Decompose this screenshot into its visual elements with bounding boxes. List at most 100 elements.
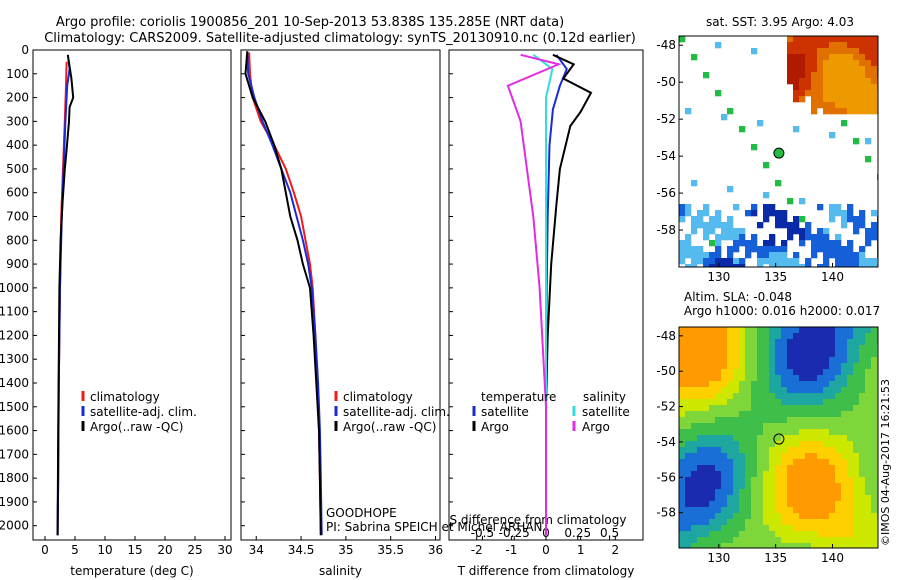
map-cell [697,483,704,490]
map-cell [745,333,752,340]
map-cell [715,513,722,520]
map-cell [721,501,728,508]
map-cell [823,351,830,358]
map-cell [727,483,734,490]
map-cell [697,489,704,496]
map-cell [829,477,836,484]
map-cell [721,411,728,418]
map-cell [721,339,728,346]
map-cell [817,465,824,472]
map-cell [769,537,776,544]
map-cell [787,351,794,358]
map-cell [841,387,848,394]
map-cell [775,459,782,466]
map-cell [739,423,746,430]
series-line-argo-raw-qc- [56,54,75,536]
map-cell [781,501,788,508]
map-cell [727,513,734,520]
map-cell [871,489,878,496]
map-cell [769,258,776,265]
map-cell [781,216,788,223]
map-cell [805,222,812,229]
map-cell [697,495,704,502]
map-cell [817,333,824,340]
map-cell [805,345,812,352]
map-cell [757,537,764,544]
map-cell [715,216,722,223]
map-cell [775,405,782,412]
map-cell [835,363,842,370]
map-cell [871,417,878,424]
map-cell [763,210,770,217]
map-cell [799,531,806,538]
map-cell [817,537,824,544]
map-cell [853,507,860,514]
map-cell [751,339,758,346]
map-cell [727,531,734,538]
map-cell [757,369,764,376]
map-cell [847,507,854,514]
map-cell [721,531,728,538]
map-cell [769,447,776,454]
map-cell [871,501,878,508]
map-cell [817,531,824,538]
map-cell [829,216,836,223]
map-cell [733,519,740,526]
map-cell [829,417,836,424]
map-cell [853,429,860,436]
map-cell [829,369,836,376]
map-cell [859,222,866,229]
map-cell [799,78,806,85]
map-cell [799,54,806,61]
map-cell [793,441,800,448]
map-cell [745,327,752,334]
map-cell [781,507,788,514]
map-cell [739,228,746,235]
map-cell [751,429,758,436]
legend-label: Argo [481,420,509,434]
map-cell [733,477,740,484]
map-cell [871,411,878,418]
map-cell [751,333,758,340]
map-cell [703,465,710,472]
map-cell [865,351,872,358]
sla-map-title: Altim. SLA: -0.048 [684,290,792,304]
map-cell [697,405,704,412]
map-cell [847,216,854,223]
map-cell [793,399,800,406]
map-cell [751,327,758,334]
map-cell [685,525,692,532]
map-cell [859,423,866,430]
map-cell [853,357,860,364]
map-cell [793,411,800,418]
map-cell [811,42,818,49]
map-cell [745,477,752,484]
map-cell [769,411,776,418]
y-tick-label: 300 [6,114,29,128]
map-cell [703,543,710,549]
map-cell [757,222,764,229]
profile-location-marker [773,433,785,445]
map-cell [685,411,692,418]
map-cell [847,465,854,472]
map-cell [793,483,800,490]
map-cell [679,351,686,358]
map-cell [763,465,770,472]
map-cell [697,525,704,532]
map-cell [835,525,842,532]
map-cell [865,387,872,394]
map-cell [697,222,704,229]
map-cell [817,36,824,43]
map-cell [691,525,698,532]
map-cell [775,345,782,352]
map-cell [727,351,734,358]
map-cell [733,345,740,352]
map-cell [841,96,848,103]
map-cell [865,339,872,346]
map-cell [697,327,704,334]
map-cell [823,525,830,532]
map-cell [703,387,710,394]
map-cell [763,216,770,223]
map-cell [763,345,770,352]
map-cell [685,477,692,484]
